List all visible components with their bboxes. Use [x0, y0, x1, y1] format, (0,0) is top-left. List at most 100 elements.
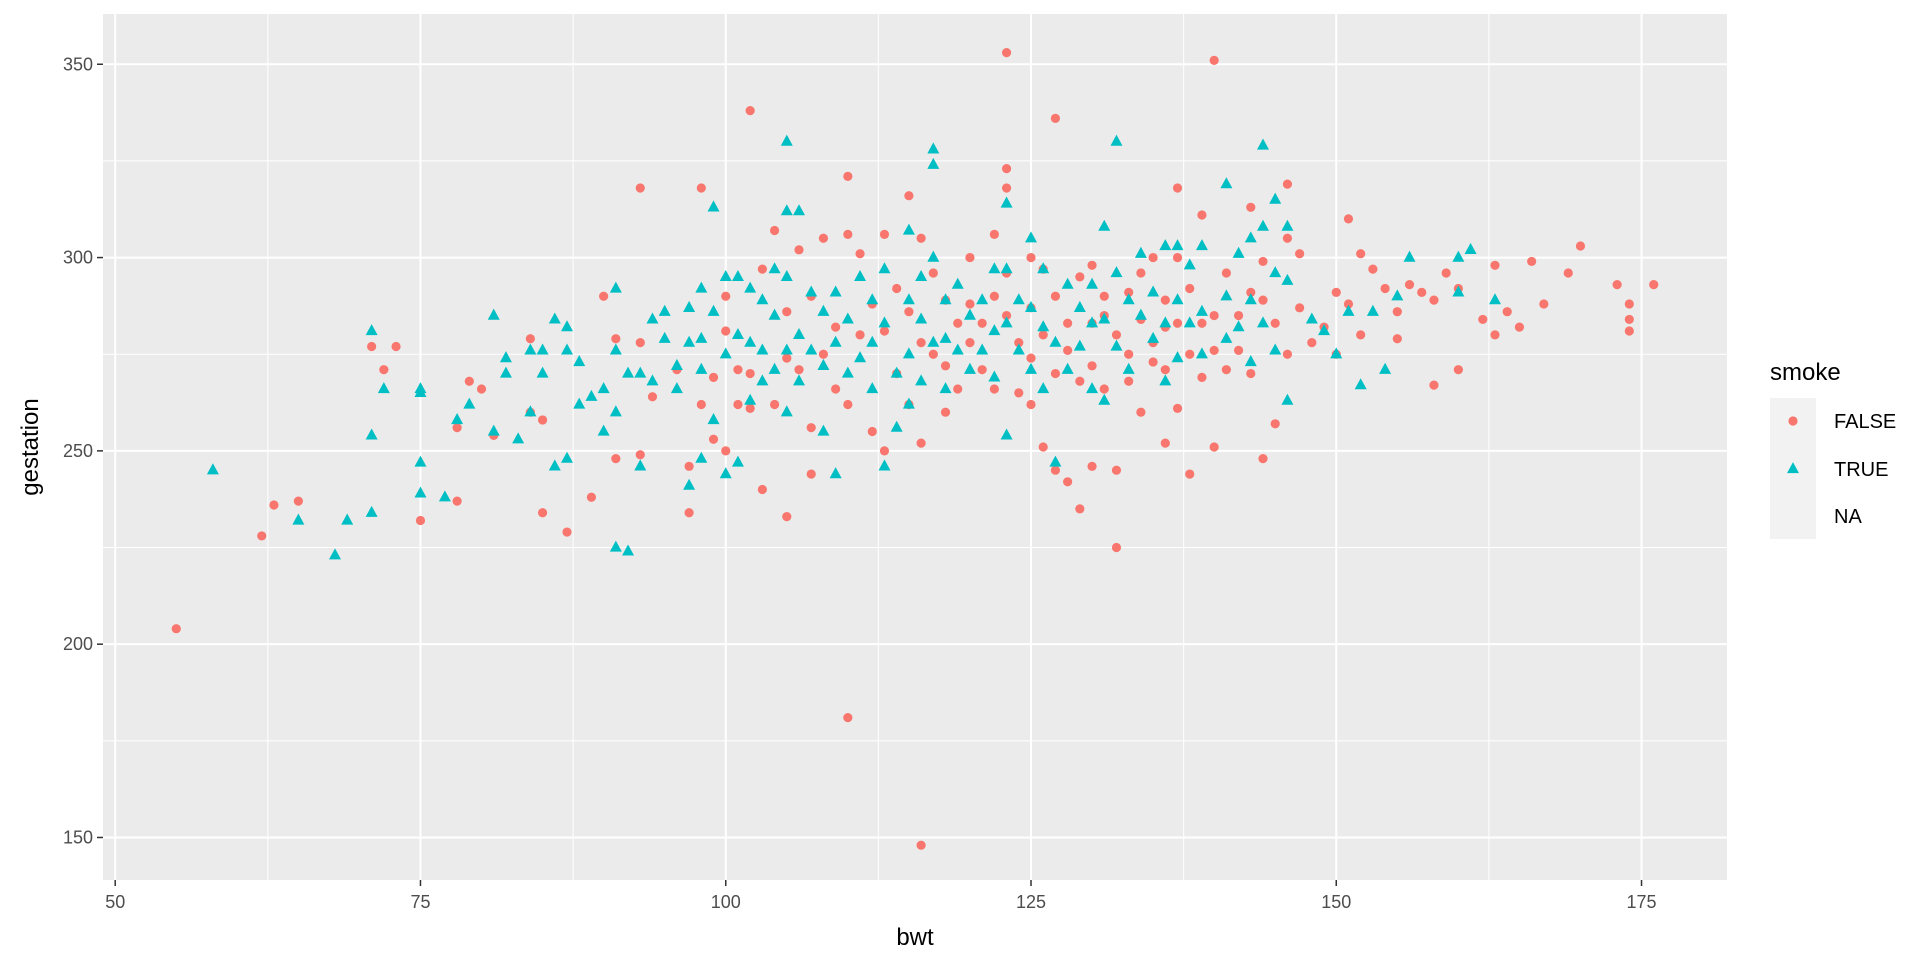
point-true: [1025, 362, 1037, 374]
point-false: [1050, 465, 1061, 475]
point-false: [940, 407, 951, 417]
point-false: [1099, 384, 1109, 394]
point-false: [1014, 388, 1024, 398]
point-true: [536, 366, 549, 378]
point-true: [695, 451, 708, 463]
point-true: [341, 513, 354, 525]
point-false: [1087, 361, 1097, 371]
point-true: [1220, 289, 1233, 301]
point-false: [1233, 310, 1244, 321]
point-false: [904, 307, 914, 317]
point-false: [293, 496, 303, 506]
point-false: [1001, 48, 1012, 58]
point-false: [452, 496, 462, 506]
point-true: [988, 262, 1001, 274]
point-false: [464, 376, 474, 386]
point-false: [769, 225, 780, 236]
point-false: [708, 434, 719, 444]
point-true: [548, 312, 561, 324]
point-false: [1380, 283, 1390, 294]
point-false: [1429, 295, 1439, 305]
point-true: [927, 335, 940, 347]
point-true: [695, 362, 708, 374]
point-true: [1061, 362, 1074, 374]
point-false: [782, 307, 792, 317]
point-true: [1171, 351, 1184, 363]
point-false: [940, 361, 951, 371]
point-true: [780, 405, 793, 417]
point-false: [782, 353, 792, 363]
point-true: [866, 335, 879, 347]
point-false: [1490, 260, 1500, 270]
point-false: [1197, 318, 1207, 328]
legend-key-false: [1788, 416, 1798, 426]
point-false: [415, 515, 426, 526]
point-false: [1185, 469, 1195, 479]
point-true: [1012, 343, 1025, 355]
x-axis: 50 75 100 125 150 175: [105, 880, 1657, 912]
point-true: [1037, 320, 1050, 332]
point-true: [915, 312, 928, 324]
point-true: [1452, 250, 1465, 262]
point-false: [769, 399, 780, 410]
point-true: [1244, 231, 1257, 243]
point-true: [939, 293, 952, 305]
point-true: [683, 300, 696, 312]
point-false: [989, 229, 999, 239]
point-true: [1330, 347, 1343, 359]
point-false: [269, 500, 279, 510]
point-false: [1356, 249, 1366, 259]
point-false: [171, 624, 181, 634]
x-tick-label: 125: [1016, 892, 1046, 912]
point-false: [757, 264, 767, 274]
point-true: [646, 374, 659, 386]
point-false: [1258, 256, 1268, 267]
point-false: [818, 349, 829, 359]
point-true: [780, 204, 793, 216]
point-false: [1063, 345, 1073, 355]
point-false: [1185, 283, 1195, 294]
point-true: [1232, 320, 1245, 332]
point-true: [597, 382, 610, 394]
point-false: [818, 233, 829, 243]
point-true: [780, 343, 793, 355]
point-true: [329, 548, 341, 560]
point-false: [843, 713, 853, 723]
point-false: [745, 106, 755, 116]
point-false: [1649, 280, 1659, 290]
point-true: [622, 366, 635, 378]
point-false: [745, 403, 755, 413]
point-false: [1124, 287, 1134, 297]
point-true: [1257, 316, 1269, 328]
point-false: [1197, 372, 1207, 383]
point-false: [1087, 260, 1097, 270]
point-false: [1172, 183, 1183, 193]
point-true: [683, 478, 696, 490]
point-true: [365, 428, 378, 440]
point-true: [805, 343, 818, 355]
point-false: [1258, 453, 1268, 464]
point-true: [1269, 343, 1282, 355]
point-true: [866, 382, 879, 394]
point-false: [831, 322, 841, 332]
point-false: [1001, 183, 1012, 193]
point-true: [866, 293, 879, 305]
point-false: [1087, 461, 1097, 471]
point-true: [1049, 455, 1062, 467]
point-true: [768, 362, 781, 374]
point-true: [1110, 339, 1123, 351]
point-false: [855, 249, 865, 259]
point-false: [1221, 268, 1231, 278]
point-true: [793, 327, 805, 340]
point-true: [414, 385, 427, 398]
point-false: [1453, 365, 1463, 375]
point-true: [1354, 378, 1367, 390]
point-true: [890, 366, 903, 378]
point-false: [379, 365, 389, 375]
point-true: [1098, 393, 1111, 405]
point-true: [768, 262, 781, 274]
point-true: [756, 374, 769, 386]
point-true: [1000, 196, 1013, 208]
point-true: [805, 285, 818, 297]
point-true: [561, 320, 573, 332]
